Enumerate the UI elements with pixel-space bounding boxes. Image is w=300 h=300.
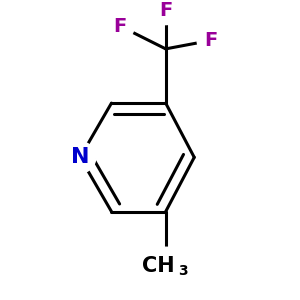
Text: F: F [113,16,127,35]
Ellipse shape [152,0,180,25]
Text: N: N [71,147,89,167]
Text: F: F [205,31,218,50]
Text: F: F [159,1,172,20]
Text: 3: 3 [178,264,188,278]
Ellipse shape [106,12,134,40]
Ellipse shape [137,247,194,284]
Text: CH: CH [142,256,175,276]
Ellipse shape [64,142,96,173]
Ellipse shape [197,26,226,55]
